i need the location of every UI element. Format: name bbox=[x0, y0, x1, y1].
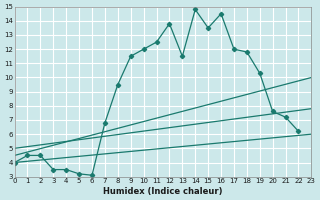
X-axis label: Humidex (Indice chaleur): Humidex (Indice chaleur) bbox=[103, 187, 223, 196]
